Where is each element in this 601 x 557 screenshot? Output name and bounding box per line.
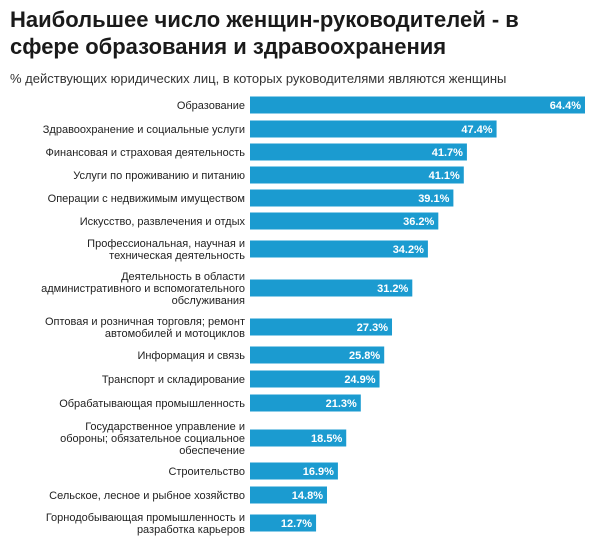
bar-row: Сельское, лесное и рыбное хозяйство 14.8% xyxy=(49,486,327,504)
category-label: Горнодобывающая промышленность и разработ… xyxy=(46,512,245,536)
category-label: Информация и связь xyxy=(137,350,245,362)
value-label: 12.7% xyxy=(281,518,312,530)
value-label: 31.2% xyxy=(377,283,408,295)
category-label-line: Здравоохранение и социальные услуги xyxy=(43,124,245,136)
value-label: 25.8% xyxy=(349,350,380,362)
bar xyxy=(250,240,428,258)
bar-row: Деятельность в области административного … xyxy=(41,271,413,307)
bar-row: Профессиональная, научная и техническая д… xyxy=(87,238,428,262)
value-label: 41.1% xyxy=(429,170,460,182)
category-label-line: техническая деятельность xyxy=(109,250,245,262)
category-label: Финансовая и страховая деятельность xyxy=(46,147,246,159)
category-label: Образование xyxy=(177,100,245,112)
category-label-line: Сельское, лесное и рыбное хозяйство xyxy=(49,490,245,502)
category-label-line: автомобилей и мотоциклов xyxy=(105,328,245,340)
value-label: 34.2% xyxy=(393,244,424,256)
category-label: Обрабатывающая промышленность xyxy=(59,398,245,410)
value-label: 18.5% xyxy=(311,433,342,445)
value-label: 41.7% xyxy=(432,147,463,159)
category-label-line: Операции с недвижимым имуществом xyxy=(48,193,245,205)
bar xyxy=(250,96,585,114)
category-label-line: Финансовая и страховая деятельность xyxy=(46,147,246,159)
category-label: Строительство xyxy=(168,466,245,478)
bar xyxy=(250,120,497,138)
bar xyxy=(250,394,361,412)
category-label-line: Горнодобывающая промышленность и xyxy=(46,512,245,524)
category-label: Искусство, развлечения и отдых xyxy=(80,216,246,228)
bar-row: Информация и связь 25.8% xyxy=(137,346,385,364)
value-label: 64.4% xyxy=(550,100,581,112)
category-label: Здравоохранение и социальные услуги xyxy=(43,124,245,136)
bar-row: Искусство, развлечения и отдых 36.2% xyxy=(80,212,439,230)
bar-row: Государственное управление и обороны; обя… xyxy=(60,421,347,457)
category-label-line: Строительство xyxy=(168,466,245,478)
value-label: 16.9% xyxy=(303,466,334,478)
bar xyxy=(250,429,347,447)
bar xyxy=(250,346,385,364)
bar xyxy=(250,189,454,207)
bar-row: Услуги по проживанию и питанию 41.1% xyxy=(73,166,464,184)
category-label: Деятельность в области административного … xyxy=(41,271,245,307)
bar-row: Операции с недвижимым имуществом 39.1% xyxy=(48,189,454,207)
category-label-line: Образование xyxy=(177,100,245,112)
value-label: 47.4% xyxy=(461,124,492,136)
bar-row: Здравоохранение и социальные услуги 47.4% xyxy=(43,120,497,138)
chart-title: Наибольшее число женщин-руководителей - … xyxy=(10,7,519,59)
value-label: 21.3% xyxy=(326,398,357,410)
category-label: Услуги по проживанию и питанию xyxy=(73,170,245,182)
category-label-line: Обрабатывающая промышленность xyxy=(59,398,245,410)
bar xyxy=(250,143,467,161)
chart-subtitle: % действующих юридических лиц, в которых… xyxy=(10,71,507,86)
bar xyxy=(250,166,464,184)
category-label-line: Государственное управление и xyxy=(85,421,245,433)
value-label: 24.9% xyxy=(344,374,375,386)
bar xyxy=(250,318,393,336)
value-label: 27.3% xyxy=(357,322,388,334)
bar xyxy=(250,212,439,230)
category-label-line: Оптовая и розничная торговля; ремонт xyxy=(45,316,245,328)
category-label-line: Деятельность в области xyxy=(121,271,245,283)
category-label-line: Профессиональная, научная и xyxy=(87,238,245,250)
value-label: 14.8% xyxy=(292,490,323,502)
category-label-line: обеспечение xyxy=(179,445,245,457)
category-label-line: обслуживания xyxy=(172,295,245,307)
bar xyxy=(250,514,317,532)
bar xyxy=(250,370,380,388)
bar xyxy=(250,486,327,504)
category-label-line: обороны; обязательное социальное xyxy=(60,433,245,445)
bar-row: Строительство 16.9% xyxy=(168,462,338,480)
category-label-line: Искусство, развлечения и отдых xyxy=(80,216,246,228)
bar-row: Транспорт и складирование 24.9% xyxy=(102,370,380,388)
bar xyxy=(250,462,338,480)
category-label-line: Транспорт и складирование xyxy=(102,374,245,386)
category-label: Транспорт и складирование xyxy=(102,374,245,386)
value-label: 36.2% xyxy=(403,216,434,228)
category-label: Оптовая и розничная торговля; ремонт авто… xyxy=(45,316,245,340)
bar-row: Оптовая и розничная торговля; ремонт авто… xyxy=(45,316,393,340)
category-label-line: Информация и связь xyxy=(137,350,245,362)
bar-row: Обрабатывающая промышленность 21.3% xyxy=(59,394,361,412)
category-label-line: административного и вспомогательного xyxy=(41,283,245,295)
category-label: Государственное управление и обороны; обя… xyxy=(60,421,245,457)
bar-row: Образование 64.4% xyxy=(177,96,585,114)
category-label: Профессиональная, научная и техническая д… xyxy=(87,238,245,262)
value-label: 39.1% xyxy=(418,193,449,205)
category-label: Сельское, лесное и рыбное хозяйство xyxy=(49,490,245,502)
category-label-line: разработка карьеров xyxy=(137,524,245,536)
bar-row: Финансовая и страховая деятельность 41.7% xyxy=(46,143,467,161)
bar-row: Горнодобывающая промышленность и разработ… xyxy=(46,512,317,536)
category-label: Операции с недвижимым имуществом xyxy=(48,193,245,205)
category-label-line: Услуги по проживанию и питанию xyxy=(73,170,245,182)
bar xyxy=(250,279,413,297)
